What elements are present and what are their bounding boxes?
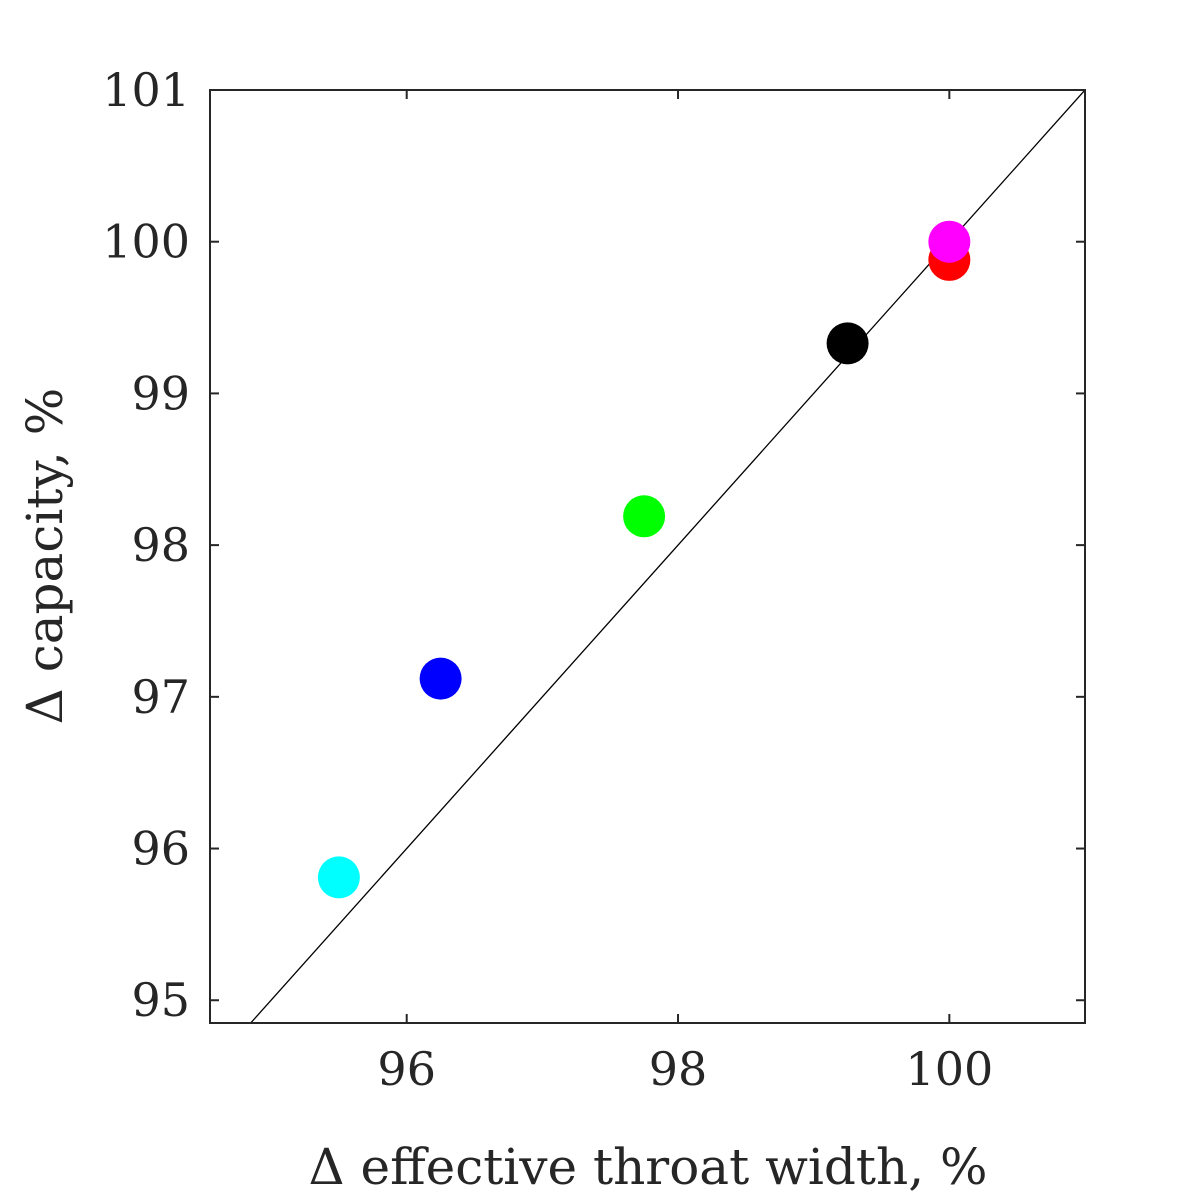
marks-layer — [249, 90, 1085, 1023]
data-point-3 — [623, 495, 666, 538]
axes-layer: 96 98 100 95 96 97 98 99 100 101 — [102, 63, 1086, 1096]
plot-frame — [209, 89, 1086, 1024]
labels-layer: Δ effective throat width, % Δ capacity, … — [16, 388, 988, 1196]
data-point-1 — [317, 856, 360, 899]
y-tick-label-98: 98 — [131, 518, 190, 572]
y-axis-label: Δ capacity, % — [16, 388, 74, 725]
data-point-4 — [826, 322, 869, 365]
x-tick-label-100: 100 — [905, 1042, 993, 1096]
identity-line — [249, 90, 1085, 1023]
y-tick-label-96: 96 — [131, 822, 190, 876]
x-tick-label-98: 98 — [649, 1042, 708, 1096]
y-tick-label-95: 95 — [131, 973, 190, 1027]
data-point-2 — [419, 657, 462, 700]
x-tick-label-96: 96 — [377, 1042, 436, 1096]
y-tick-label-97: 97 — [131, 670, 190, 724]
data-point-6 — [928, 220, 971, 263]
y-tick-label-99: 99 — [131, 366, 190, 420]
x-axis-label: Δ effective throat width, % — [308, 1138, 987, 1196]
y-tick-label-101: 101 — [102, 63, 190, 117]
y-tick-label-100: 100 — [102, 215, 190, 269]
